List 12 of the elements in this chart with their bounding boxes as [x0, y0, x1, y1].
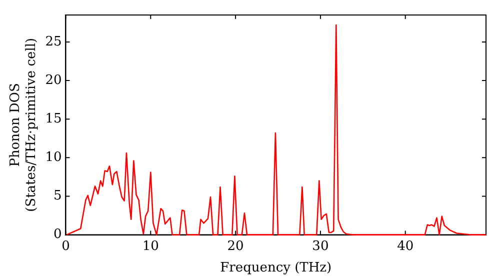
x-tick-label: 20	[227, 238, 244, 254]
y-tick-label: 25	[45, 34, 62, 50]
x-tick-label: 10	[142, 238, 159, 254]
y-tick-label: 0	[53, 227, 62, 242]
y-axis-title: Phonon DOS (States/THz·primitive cell)	[8, 38, 39, 212]
y-tick-label: 20	[45, 72, 62, 88]
x-tick-label: 40	[397, 238, 414, 254]
y-tick-label: 5	[53, 188, 62, 204]
x-axis-title: Frequency (THz)	[220, 260, 332, 276]
y-tick-label: 15	[45, 111, 62, 126]
x-tick-label: 30	[312, 238, 329, 254]
y-tick-label: 10	[45, 150, 62, 166]
